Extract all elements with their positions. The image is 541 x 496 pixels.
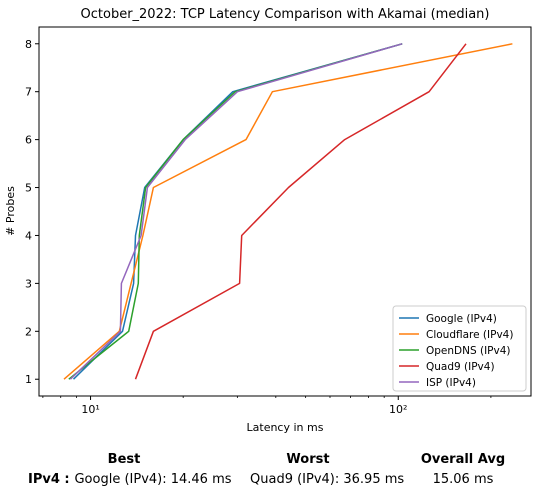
y-axis-label: # Probes: [4, 186, 17, 236]
legend-label: Quad9 (IPv4): [426, 361, 495, 373]
legend-label: Google (IPv4): [426, 313, 497, 325]
summary-table: Best Worst Overall Avg IPv4 : Google (IP…: [0, 446, 541, 496]
legend: Google (IPv4) Cloudflare (IPv4) OpenDNS (I…: [392, 305, 527, 392]
legend-box: [392, 305, 527, 392]
latency-chart: October_2022: TCP Latency Comparison wit…: [4, 7, 532, 434]
x-tick-label: 10¹: [81, 403, 99, 416]
y-tick-label: 6: [25, 134, 32, 147]
y-tick-label: 5: [25, 182, 32, 195]
y-tick-label: 1: [25, 373, 32, 386]
summary-worst-value: Quad9 (IPv4): 36.95 ms: [250, 472, 405, 487]
legend-label: OpenDNS (IPv4): [426, 345, 511, 357]
legend-label: ISP (IPv4): [426, 377, 476, 389]
summary-header-worst: Worst: [286, 452, 330, 467]
y-tick-label: 4: [25, 229, 32, 242]
legend-label: Cloudflare (IPv4): [426, 329, 513, 341]
plot-frame: [38, 26, 532, 397]
y-tick-label: 2: [25, 325, 32, 338]
axes: 1 2 3 4 5 6 7 8 10¹ 10²: [25, 38, 492, 416]
y-tick-label: 8: [25, 38, 32, 51]
series-line-1: [63, 43, 513, 380]
summary-header-overall: Overall Avg: [420, 452, 506, 467]
y-tick-label: 7: [25, 86, 32, 99]
series-line-0: [72, 43, 403, 380]
summary-row-label: IPv4 :: [28, 472, 70, 487]
series-line-4: [69, 43, 403, 380]
summary-overall-value: 15.06 ms: [432, 472, 494, 487]
series-lines: [63, 43, 513, 380]
chart-title: October_2022: TCP Latency Comparison wit…: [81, 7, 490, 22]
summary-header-best: Best: [107, 452, 141, 467]
y-tick-label: 3: [25, 277, 32, 290]
summary-best-value: Google (IPv4): 14.46 ms: [74, 472, 232, 487]
series-line-2: [68, 43, 403, 380]
x-axis-label: Latency in ms: [247, 421, 324, 434]
series-line-3: [134, 43, 467, 380]
x-tick-label: 10²: [389, 403, 407, 416]
